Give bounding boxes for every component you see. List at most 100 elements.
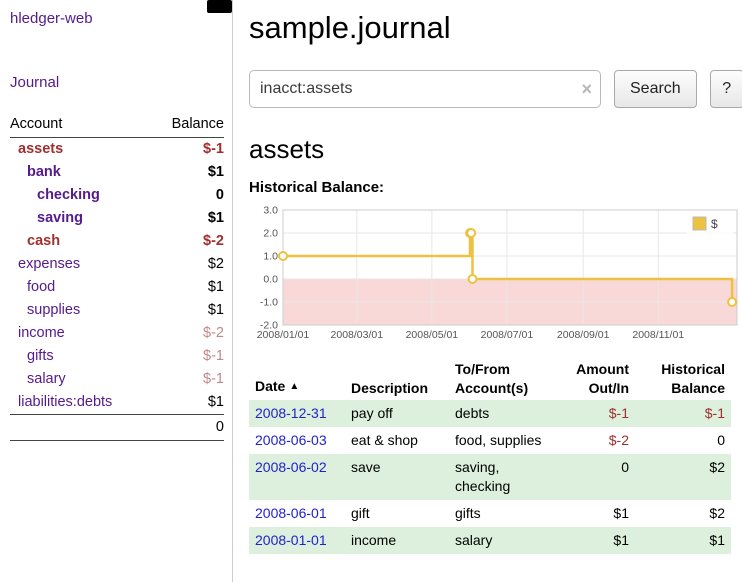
description-column-header: Description (351, 380, 429, 396)
transaction-accounts: gifts (455, 505, 481, 521)
account-row-assets: assets $-1 (10, 138, 224, 162)
svg-text:-2.0: -2.0 (260, 320, 278, 332)
transaction-amount: $-1 (608, 405, 629, 421)
search-input[interactable] (249, 70, 601, 108)
transaction-accounts: debts (455, 405, 490, 421)
clear-search-icon[interactable]: × (581, 79, 592, 99)
account-row-saving: saving $1 (10, 207, 224, 230)
chart-legend: $ (687, 213, 733, 234)
register-row: 2008-06-01 gift gifts $1 $2 (249, 500, 731, 527)
account-link-gifts[interactable]: gifts (27, 348, 54, 364)
transaction-date-link[interactable]: 2008-12-31 (255, 405, 327, 421)
transaction-description: income (351, 532, 397, 548)
amount-column-header: Amount Out/In (576, 361, 629, 396)
account-row-income: income $-2 (10, 322, 224, 345)
transaction-description: pay off (351, 405, 393, 421)
transaction-date-link[interactable]: 2008-06-01 (255, 505, 327, 521)
search-button[interactable]: Search (614, 70, 697, 108)
account-row-bank: bank $1 (10, 161, 224, 184)
account-link-supplies[interactable]: supplies (27, 302, 81, 318)
account-link-bank[interactable]: bank (27, 164, 61, 180)
legend-swatch (692, 216, 707, 231)
register-row: 2008-06-03 eat & shop food, supplies $-2… (249, 427, 731, 454)
svg-text:2008/05/01: 2008/05/01 (406, 329, 459, 341)
balance-income: $-2 (203, 325, 224, 341)
balance-bank: $1 (207, 164, 224, 180)
account-row-supplies: supplies $1 (10, 299, 224, 322)
transaction-description: save (351, 459, 381, 475)
account-link-salary[interactable]: salary (27, 371, 66, 387)
transaction-amount: $1 (613, 532, 629, 548)
balance-cash: $-2 (203, 233, 224, 249)
balance-supplies: $1 (207, 302, 224, 318)
transaction-balance: $1 (709, 532, 725, 548)
transaction-amount: $1 (613, 505, 629, 521)
transaction-balance: $2 (709, 459, 725, 475)
historical-balance-column-header: Historical Balance (661, 361, 725, 396)
sort-by-date-link[interactable]: Date ▲ (255, 378, 299, 394)
balance-chart: 3.0 2.0 1.0 0.0 -1.0 -2.0 2008/01/01 2008/03/01… (249, 204, 741, 346)
tofrom-column-header: To/From Account(s) (455, 361, 529, 396)
account-link-liabilities-debts[interactable]: liabilities:debts (18, 394, 113, 410)
account-link-saving[interactable]: saving (37, 210, 83, 226)
balance-saving: $1 (207, 210, 224, 226)
chart-label: Historical Balance: (249, 179, 385, 196)
total-row: 0 (10, 414, 224, 441)
account-balances-table: Account Balance assets $-1 bank $1 check… (10, 114, 224, 441)
app-title-link[interactable]: hledger-web (10, 10, 93, 27)
account-row-liabilities-debts: liabilities:debts $1 (10, 391, 224, 415)
account-row-gifts: gifts $-1 (10, 345, 224, 368)
data-point (467, 274, 478, 284)
account-column-header: Account (10, 114, 152, 138)
balance-liabilities-debts: $1 (207, 394, 224, 410)
account-link-checking[interactable]: checking (37, 187, 100, 203)
transaction-description: gift (351, 505, 370, 521)
account-row-food: food $1 (10, 276, 224, 299)
balance-salary: $-1 (203, 371, 224, 387)
transaction-accounts: saving, checking (455, 459, 511, 494)
balance-assets: $-1 (203, 141, 224, 157)
chart-plot-border (282, 209, 738, 326)
svg-text:3.0: 3.0 (263, 205, 278, 217)
transaction-date-link[interactable]: 2008-06-03 (255, 432, 327, 448)
register-row: 2008-06-02 save saving, checking 0 $2 (249, 454, 731, 500)
account-row-cash: cash $-2 (10, 230, 224, 253)
data-point (466, 228, 477, 238)
sidebar-item-journal[interactable]: Journal (10, 74, 60, 91)
register-header-row: Date ▲ Description To/From Account(s) Amo… (249, 358, 731, 400)
account-link-food[interactable]: food (27, 279, 56, 295)
account-link-income[interactable]: income (18, 325, 65, 341)
balance-column-header: Balance (151, 114, 224, 138)
transaction-amount: $-2 (608, 432, 629, 448)
register-table: Date ▲ Description To/From Account(s) Amo… (249, 358, 731, 554)
scrollbar-thumb[interactable] (207, 0, 232, 13)
search-bar: × Search ? (249, 70, 742, 108)
transaction-accounts: food, supplies (455, 432, 542, 448)
account-link-expenses[interactable]: expenses (18, 256, 81, 272)
svg-text:2008/07/01: 2008/07/01 (481, 329, 534, 341)
register-row: 2008-01-01 income salary $1 $1 (249, 527, 731, 554)
sidebar-total: 0 (151, 414, 224, 441)
balance-expenses: $2 (207, 256, 224, 272)
account-link-assets[interactable]: assets (18, 141, 64, 157)
svg-text:1.0: 1.0 (263, 251, 278, 263)
date-column-header: Date ▲ (249, 358, 345, 400)
svg-text:-1.0: -1.0 (260, 297, 278, 309)
section-title: assets (249, 134, 325, 164)
transaction-balance: $2 (709, 505, 725, 521)
help-button[interactable]: ? (709, 70, 742, 108)
transaction-date-link[interactable]: 2008-06-02 (255, 459, 327, 475)
account-link-cash[interactable]: cash (27, 233, 61, 249)
sidebar: hledger-web Journal Account Balance asse… (0, 0, 233, 582)
svg-text:2008/03/01: 2008/03/01 (331, 329, 384, 341)
legend-label: $ (711, 217, 718, 231)
account-row-salary: salary $-1 (10, 368, 224, 391)
account-row-expenses: expenses $2 (10, 253, 224, 276)
balance-checking: 0 (215, 187, 224, 203)
sort-asc-icon: ▲ (289, 381, 300, 392)
transaction-date-link[interactable]: 2008-01-01 (255, 532, 327, 548)
svg-text:2008/01/01: 2008/01/01 (257, 329, 310, 341)
